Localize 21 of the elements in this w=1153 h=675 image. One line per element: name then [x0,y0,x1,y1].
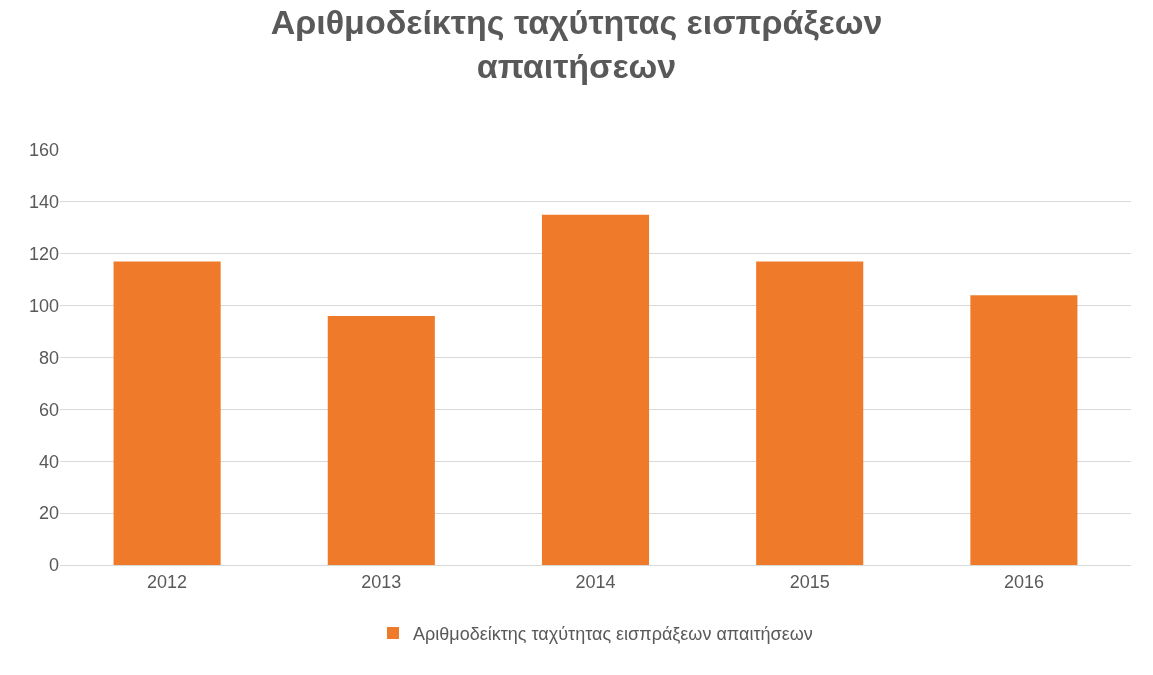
y-tick-label: 160 [28,140,59,161]
x-tick-label: 2014 [575,571,616,592]
y-tick-label: 100 [28,295,59,316]
y-tick-label: 0 [48,555,59,576]
bar [541,214,650,565]
bar [327,316,435,565]
y-tick-label: 80 [38,347,59,368]
y-tick-label: 140 [28,192,59,213]
y-tick-label: 20 [38,503,59,524]
y-tick-label: 120 [28,244,59,265]
bar [970,295,1078,565]
legend-label: Αριθμοδείκτης ταχύτητας εισπράξεων απαιτήσεων [413,624,813,645]
x-tick-label: 2013 [361,571,402,592]
x-tick-label: 2012 [147,571,188,592]
y-tick-label: 60 [38,399,59,420]
x-tick-label: 2016 [1003,571,1044,592]
bar [756,261,864,565]
bar [113,261,221,565]
x-tick-label: 2015 [789,571,830,592]
chart-title: Αριθμοδείκτης ταχύτητας εισπράξεων απαιτήσεων [270,2,883,85]
y-tick-label: 40 [38,451,59,472]
